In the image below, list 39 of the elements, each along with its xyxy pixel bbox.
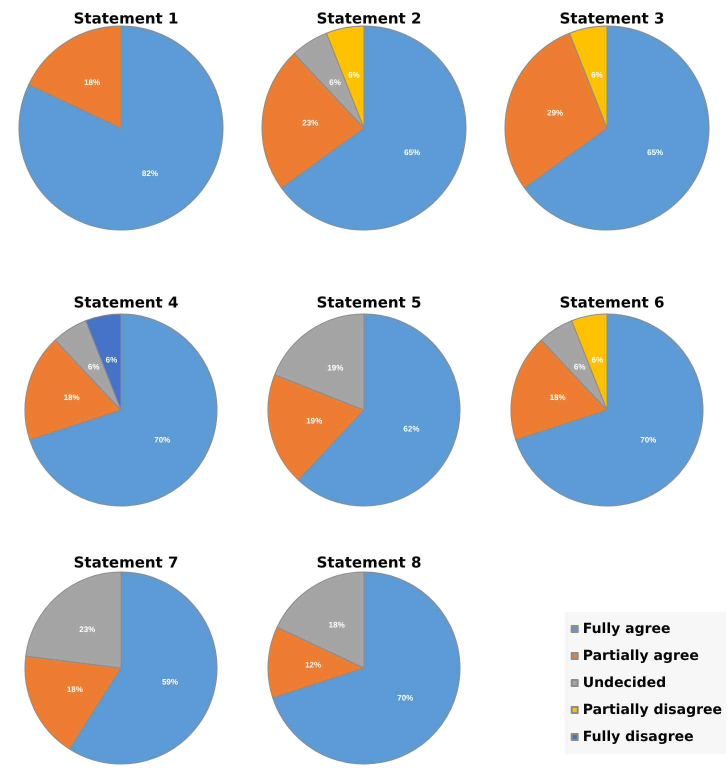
data-label: 6% xyxy=(591,70,603,80)
data-label: 62% xyxy=(403,424,420,434)
data-label: 18% xyxy=(550,392,566,402)
data-label: 6% xyxy=(329,78,341,87)
slice-label: Statement 7 xyxy=(74,554,178,572)
data-label: 19% xyxy=(306,416,322,426)
slice-label: Statement 4 xyxy=(74,294,178,312)
legend-label: Partially agree xyxy=(582,648,699,664)
data-label: 23% xyxy=(302,118,318,128)
data-label: 6% xyxy=(574,362,586,372)
legend-label: Partially disagree xyxy=(582,702,722,718)
data-label: 59% xyxy=(162,678,178,687)
data-label: 65% xyxy=(647,148,664,158)
data-label: 6% xyxy=(106,355,118,364)
data-label: 70% xyxy=(640,435,656,444)
data-label: 70% xyxy=(397,693,414,702)
data-label: 6% xyxy=(348,70,360,80)
data-label: 23% xyxy=(79,625,96,634)
data-label: 65% xyxy=(404,148,420,158)
data-label: 70% xyxy=(154,435,170,444)
slice-label: Statement 1 xyxy=(74,10,178,28)
legend-label: Fully agree xyxy=(582,621,671,637)
data-label: 19% xyxy=(327,363,344,372)
data-label: 18% xyxy=(66,685,83,694)
data-label: 29% xyxy=(547,108,564,118)
slice-label: Statement 6 xyxy=(560,294,664,312)
slice-label: Statement 5 xyxy=(316,294,422,312)
slice-label: Statement 3 xyxy=(560,10,664,28)
slice-label: Statement 2 xyxy=(316,10,422,28)
data-label: 18% xyxy=(84,78,100,87)
data-label: 6% xyxy=(88,362,100,372)
data-label: 6% xyxy=(592,355,604,364)
data-label: 82% xyxy=(142,169,158,178)
legend-label: Undecided xyxy=(582,675,666,691)
data-label: 12% xyxy=(305,660,322,670)
slice-label: Statement 8 xyxy=(316,554,422,572)
data-label: 18% xyxy=(64,392,80,402)
data-label: 18% xyxy=(328,620,345,630)
legend-label: Fully disagree xyxy=(582,729,694,745)
